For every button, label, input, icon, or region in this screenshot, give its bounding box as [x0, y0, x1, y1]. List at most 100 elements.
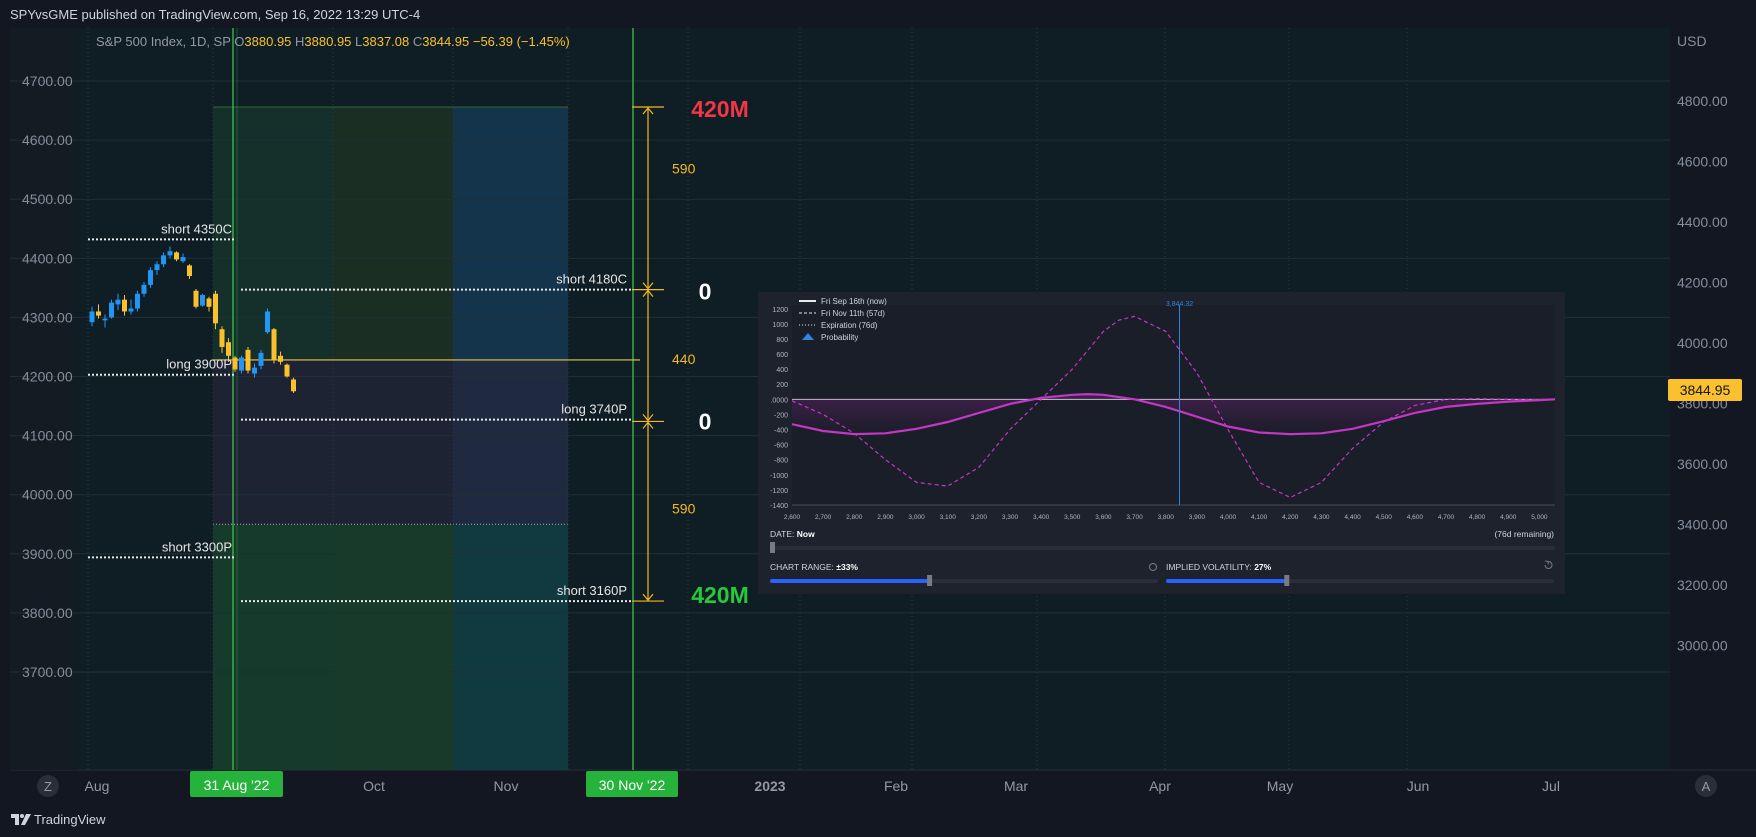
iv-reset-icon[interactable]	[1544, 560, 1553, 569]
pnl-label: 420M	[691, 96, 749, 122]
range-slider-handle[interactable]	[927, 575, 933, 586]
payoff-x-tick: 3,300	[1002, 514, 1019, 521]
x-axis-label: Mar	[1004, 778, 1028, 794]
payoff-x-tick: 4,600	[1407, 514, 1424, 521]
iv-slider-handle[interactable]	[1284, 575, 1290, 586]
last-price-tag	[1668, 378, 1742, 401]
auto-scale-button[interactable]	[1695, 775, 1717, 797]
iv-control-label: IMPLIED VOLATILITY: 27%	[1166, 562, 1272, 572]
payoff-y-tick: -800	[774, 458, 788, 465]
chart-canvas[interactable]: 4700.00 4600.00 4500.00 4400.00 4300.00 4200.…	[0, 0, 1756, 802]
x-axis-label: Nov	[494, 778, 519, 794]
payoff-x-tick: 5,000	[1531, 514, 1548, 521]
range-control-label: CHART RANGE: ±33%	[770, 562, 858, 572]
left-axis-tick: 4400.00	[22, 250, 73, 266]
candle-body	[226, 342, 231, 356]
payoff-x-tick: 3,500	[1064, 514, 1081, 521]
candle-body	[115, 299, 121, 305]
payoff-y-tick: -1200	[770, 488, 788, 495]
payoff-y-tick: 200	[776, 382, 788, 389]
payoff-legend-label: Expiration (76d)	[821, 321, 878, 330]
low-label: L	[355, 34, 362, 49]
candle-body	[187, 265, 192, 277]
payoff-x-tick: 2,800	[846, 514, 863, 521]
payoff-x-tick: 3,600	[1095, 514, 1112, 521]
strike-label: short 3160P	[557, 583, 627, 598]
candle-body	[193, 290, 199, 307]
date-highlight-label: 30 Nov '22	[599, 777, 666, 793]
left-axis-tick: 4700.00	[22, 73, 73, 89]
footer-bar: TradingView	[0, 802, 1756, 837]
candle-body	[154, 264, 160, 271]
measure-arrowhead	[642, 282, 654, 290]
zone-teal-bottom	[453, 524, 568, 770]
strike-label: short 4180C	[556, 272, 627, 287]
time-axis-panel	[10, 771, 1756, 801]
candle-body	[128, 308, 134, 312]
candle-body	[89, 311, 95, 323]
remaining-label: (76d remaining)	[1494, 529, 1554, 539]
payoff-y-tick: 1000	[772, 322, 788, 329]
left-axis-tick: 3800.00	[22, 605, 73, 621]
left-axis-tick: 4600.00	[22, 132, 73, 148]
measure-label: 590	[672, 500, 696, 516]
date-highlight	[190, 771, 283, 797]
low-value: 3837.08	[362, 34, 413, 49]
payoff-x-tick: 4,300	[1313, 514, 1330, 521]
x-axis-label: Jun	[1407, 778, 1430, 794]
payoff-x-tick: 2,600	[784, 514, 801, 521]
payoff-x-tick: 3,000	[908, 514, 925, 521]
candle-body	[265, 311, 270, 333]
payoff-x-tick: 3,700	[1126, 514, 1143, 521]
x-axis-label: Apr	[1149, 778, 1171, 794]
candle-body	[278, 355, 283, 362]
payoff-x-tick: 4,400	[1344, 514, 1361, 521]
measure-arrowhead	[642, 289, 654, 298]
left-shaded-band	[10, 28, 78, 770]
candle-body	[232, 357, 238, 370]
candle-body	[167, 251, 173, 256]
date-slider-handle[interactable]	[770, 542, 775, 553]
payoff-x-tick: 4,900	[1500, 514, 1517, 521]
zoom-button[interactable]	[37, 775, 59, 797]
pnl-label: 420M	[691, 582, 749, 608]
open-label: O	[234, 34, 244, 49]
x-axis-label: May	[1267, 778, 1293, 794]
iv-slider-fill	[1166, 579, 1287, 583]
payoff-x-tick: 3,100	[940, 514, 957, 521]
candle-body	[206, 298, 212, 307]
pnl-label: 0	[699, 278, 712, 304]
candle-body	[148, 270, 153, 285]
strike-label: short 4350C	[161, 221, 232, 236]
payoff-y-tick: -400	[774, 428, 788, 435]
zone-blue-mid	[453, 359, 568, 525]
payoff-legend-label: Probability	[821, 333, 858, 342]
left-axis-tick: 4100.00	[22, 428, 73, 444]
payoff-x-tick: 3,900	[1189, 514, 1206, 521]
date-highlight-label: 31 Aug '22	[204, 777, 270, 793]
date-slider-track[interactable]	[770, 546, 1555, 550]
range-settings-icon[interactable]	[1149, 563, 1157, 571]
range-slider-fill	[770, 579, 930, 583]
strike-label: long 3740P	[561, 402, 627, 417]
right-axis-tick: 4600.00	[1677, 154, 1728, 170]
payoff-x-tick: 4,500	[1376, 514, 1393, 521]
measure-arrowhead	[642, 421, 654, 429]
left-axis-tick: 3900.00	[22, 546, 73, 562]
right-axis-tick: 3200.00	[1677, 577, 1728, 593]
change-value: −56.39 (−1.45%)	[473, 34, 570, 49]
x-axis-label: Jul	[1542, 778, 1560, 794]
payoff-line-now	[791, 392, 1556, 436]
tradingview-brand: TradingView	[34, 812, 106, 827]
candle-body	[102, 318, 108, 321]
tradingview-logo-icon	[11, 814, 31, 825]
candle-body	[180, 257, 186, 262]
x-axis-label: Oct	[363, 778, 385, 794]
payoff-y-tick: -600	[774, 443, 788, 450]
payoff-fill	[792, 394, 1555, 435]
payoff-y-tick: 800	[776, 337, 788, 344]
payoff-x-tick: 2,700	[815, 514, 832, 521]
left-axis-tick: 3700.00	[22, 664, 73, 680]
close-value: 3844.95	[422, 34, 473, 49]
payoff-y-tick: 600	[776, 352, 788, 359]
